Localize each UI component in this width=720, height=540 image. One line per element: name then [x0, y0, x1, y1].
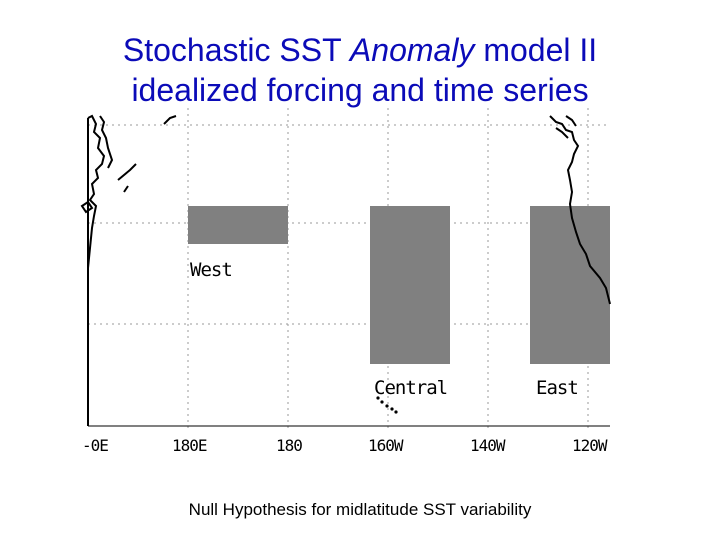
region-map: West Central East -0E 180E 180 160W 140W… — [78, 108, 618, 468]
region-label-east: East — [536, 377, 578, 399]
coastline-east — [549, 115, 611, 305]
title-line-2: idealized forcing and time series — [131, 72, 589, 108]
title-italic-word: Anomaly — [349, 32, 475, 68]
coastline-west — [80, 114, 177, 269]
island-marks — [376, 396, 398, 414]
lon-tick-label: 180E — [172, 436, 207, 455]
map-svg: West Central East -0E 180E 180 160W 140W… — [80, 108, 611, 455]
east-region-box — [530, 206, 610, 364]
lon-tick-label: 140W — [470, 436, 506, 455]
lon-tick-label: 160W — [368, 436, 404, 455]
slide-title: Stochastic SST Anomaly model II idealize… — [0, 30, 720, 110]
lon-tick-label: 180 — [276, 436, 302, 455]
lon-tick-label: 120W — [572, 436, 608, 455]
title-line-1: Stochastic SST Anomaly model II — [122, 32, 598, 68]
region-label-central: Central — [374, 377, 447, 399]
central-region-box — [370, 206, 450, 364]
west-region-box — [188, 206, 288, 244]
region-label-west: West — [190, 259, 232, 281]
slide-caption: Null Hypothesis for midlatitude SST vari… — [188, 500, 532, 519]
lon-tick-label: -0E — [82, 436, 108, 455]
